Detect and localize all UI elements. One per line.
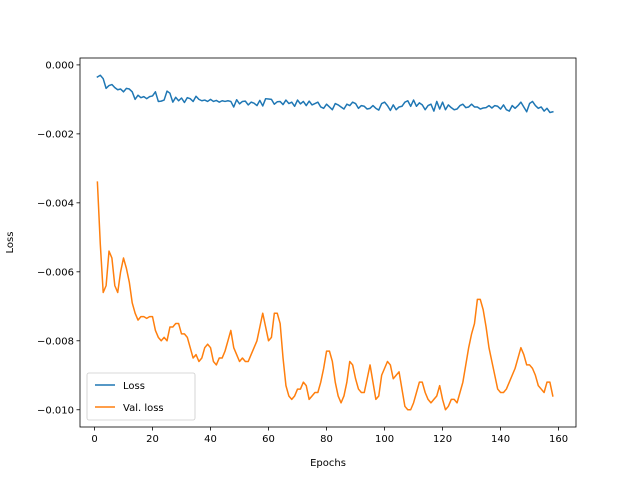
x-tick-label: 140: [491, 434, 510, 445]
y-tick-label: −0.010: [37, 405, 74, 416]
x-tick-label: 40: [204, 434, 217, 445]
legend-label: Loss: [123, 381, 145, 392]
axes-frame: [79, 57, 577, 428]
legend: Loss Val. loss: [86, 372, 196, 421]
series-layer: [96, 74, 554, 411]
y-tick-label: −0.006: [37, 267, 74, 278]
x-tick-label: 0: [91, 434, 97, 445]
y-tick-label: −0.004: [37, 198, 74, 209]
series-line-loss: [96, 74, 554, 114]
axes-layer: 0 20 40 60 80 100 120 140 160 0.000 −0.002 −0.004 −0…: [37, 57, 577, 445]
x-tick-label: 80: [320, 434, 333, 445]
y-axis-label: Loss: [5, 232, 16, 254]
x-tick-label: 60: [262, 434, 275, 445]
x-tick-label: 20: [146, 434, 159, 445]
x-tick-label: 100: [375, 434, 394, 445]
x-tick-label: 120: [433, 434, 452, 445]
series-line-val-loss: [96, 181, 554, 411]
x-axis-label: Epochs: [310, 458, 346, 469]
x-tick-label: 160: [549, 434, 568, 445]
legend-label: Val. loss: [123, 403, 164, 414]
y-tick-label: −0.002: [37, 129, 74, 140]
y-tick-label: −0.008: [37, 336, 74, 347]
y-tick-label: 0.000: [45, 60, 74, 71]
